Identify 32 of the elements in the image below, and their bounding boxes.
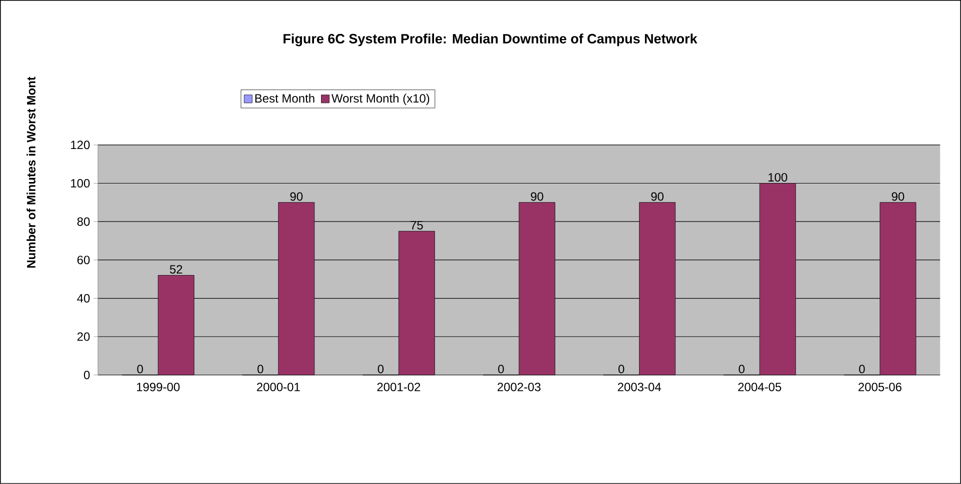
x-tick-label: 2004-05 [738,382,782,392]
data-label: 0 [618,364,624,374]
x-tick-label: 1999-00 [136,382,180,392]
data-label: 0 [258,364,264,374]
y-tick-label: 120 [71,140,90,150]
legend-label: Best Month [255,94,314,103]
data-label: 0 [137,364,143,374]
legend-label: Worst Month (x10) [332,94,430,106]
data-label: 90 [892,192,904,201]
y-tick-label: 40 [77,294,90,303]
y-tick-label: 100 [71,179,90,188]
y-tick-label: 20 [77,332,90,341]
x-tick-label: 2002-03 [498,382,540,392]
chart-title: Figure 6C System Profile: Median Downtime of Campus Network [284,34,698,46]
data-label: 52 [170,265,182,274]
data-label: 0 [738,364,745,374]
x-tick-label: 2000-01 [256,382,300,392]
x-tick-label: 2003-04 [618,382,661,392]
data-label: 90 [530,192,544,201]
x-tick-label: 2005-06 [858,382,902,392]
data-label: 0 [378,364,384,374]
data-label: 90 [651,192,664,201]
data-label: 100 [768,173,788,182]
data-label: 0 [859,364,865,374]
data-label: 75 [410,221,423,230]
x-tick-label: 2001-02 [377,382,420,392]
data-label: 0 [498,364,504,374]
y-tick-label: 60 [77,256,90,264]
data-label: 90 [290,192,303,201]
y-tick-label: 0 [84,370,90,380]
y-tick-label: 80 [77,217,90,226]
y-axis-title: Number of Minutes in Worst Mont [26,76,36,268]
